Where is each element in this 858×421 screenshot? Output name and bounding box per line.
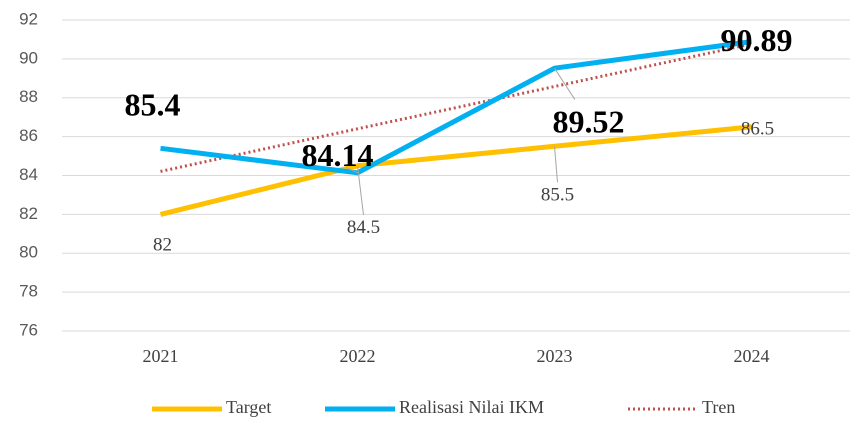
x-tick-label: 2023 (537, 346, 573, 366)
x-tick-label: 2024 (734, 346, 770, 366)
y-tick-label: 90 (19, 48, 38, 67)
y-tick-label: 86 (19, 126, 38, 145)
y-tick-label: 80 (19, 243, 38, 262)
data-label: 84.14 (302, 137, 374, 173)
x-tick-label: 2021 (143, 346, 179, 366)
data-label: 86.5 (741, 118, 774, 139)
x-tick-label: 2022 (340, 346, 376, 366)
legend-label: Realisasi Nilai IKM (399, 397, 544, 417)
data-label: 85.5 (541, 185, 574, 206)
y-tick-label: 84 (19, 165, 38, 184)
series-line (160, 42, 752, 173)
leader-line (554, 67, 576, 100)
y-tick-label: 88 (19, 87, 38, 106)
data-label: 84.5 (347, 217, 380, 238)
y-tick-label: 78 (19, 282, 38, 301)
y-tick-label: 76 (19, 320, 38, 339)
data-label: 89.52 (553, 104, 625, 140)
legend-label: Target (226, 397, 271, 417)
y-tick-label: 82 (19, 204, 38, 223)
leader-line (554, 146, 558, 183)
y-tick-label: 92 (19, 9, 38, 28)
data-label: 90.89 (721, 22, 793, 58)
data-label: 85.4 (125, 87, 181, 123)
data-label: 82 (153, 235, 172, 256)
leader-line (357, 165, 364, 215)
leader-line (345, 166, 358, 174)
series-line (159, 124, 752, 217)
series-line (160, 39, 752, 176)
legend-label: Tren (702, 397, 735, 417)
